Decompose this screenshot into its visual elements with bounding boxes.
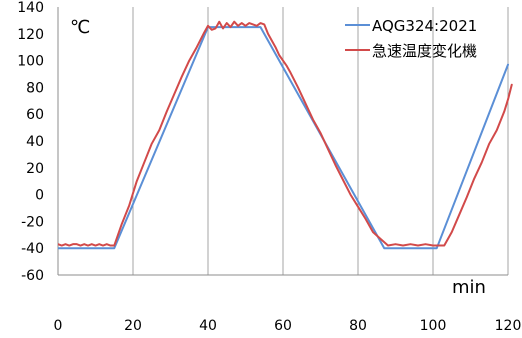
y-tick-label: 40 xyxy=(26,134,44,150)
legend-label-rapid-chamber: 急速温度変化機 xyxy=(372,42,477,60)
y-tick-label: 80 xyxy=(26,80,44,96)
y-tick-label: 140 xyxy=(17,0,44,16)
x-tick-label: 40 xyxy=(199,318,217,334)
y-tick-label: -20 xyxy=(21,214,44,230)
y-axis-unit-label: ℃ xyxy=(70,17,90,38)
series-lines xyxy=(58,20,513,250)
y-tick-label: 60 xyxy=(26,107,44,123)
x-axis-unit-label: min xyxy=(452,277,486,298)
tick-labels: -60 -40 -20 0 20 40 60 80 100 120 140 0 20 40 60 80 100 1… xyxy=(17,0,521,334)
y-tick-label: 0 xyxy=(35,188,44,204)
x-tick-label: 80 xyxy=(349,318,367,334)
x-tick-label: 0 xyxy=(54,318,63,334)
gridlines xyxy=(57,7,509,275)
y-tick-label: 120 xyxy=(17,27,44,43)
axes xyxy=(57,7,508,276)
legend-label-aqg324: AQG324:2021 xyxy=(372,17,477,35)
series-line-rapid-chamber xyxy=(58,20,513,247)
y-tick-label: 20 xyxy=(26,161,44,177)
x-tick-label: 60 xyxy=(274,318,292,334)
y-tick-label: -60 xyxy=(21,268,44,284)
x-tick-label: 100 xyxy=(420,318,447,334)
x-tick-label: 120 xyxy=(495,318,522,334)
y-tick-label: -40 xyxy=(21,241,44,257)
y-tick-label: 100 xyxy=(17,54,44,70)
series-line-aqg324 xyxy=(58,26,509,250)
x-tick-label: 20 xyxy=(124,318,142,334)
legend: AQG324:2021 急速温度変化機 xyxy=(345,17,477,60)
